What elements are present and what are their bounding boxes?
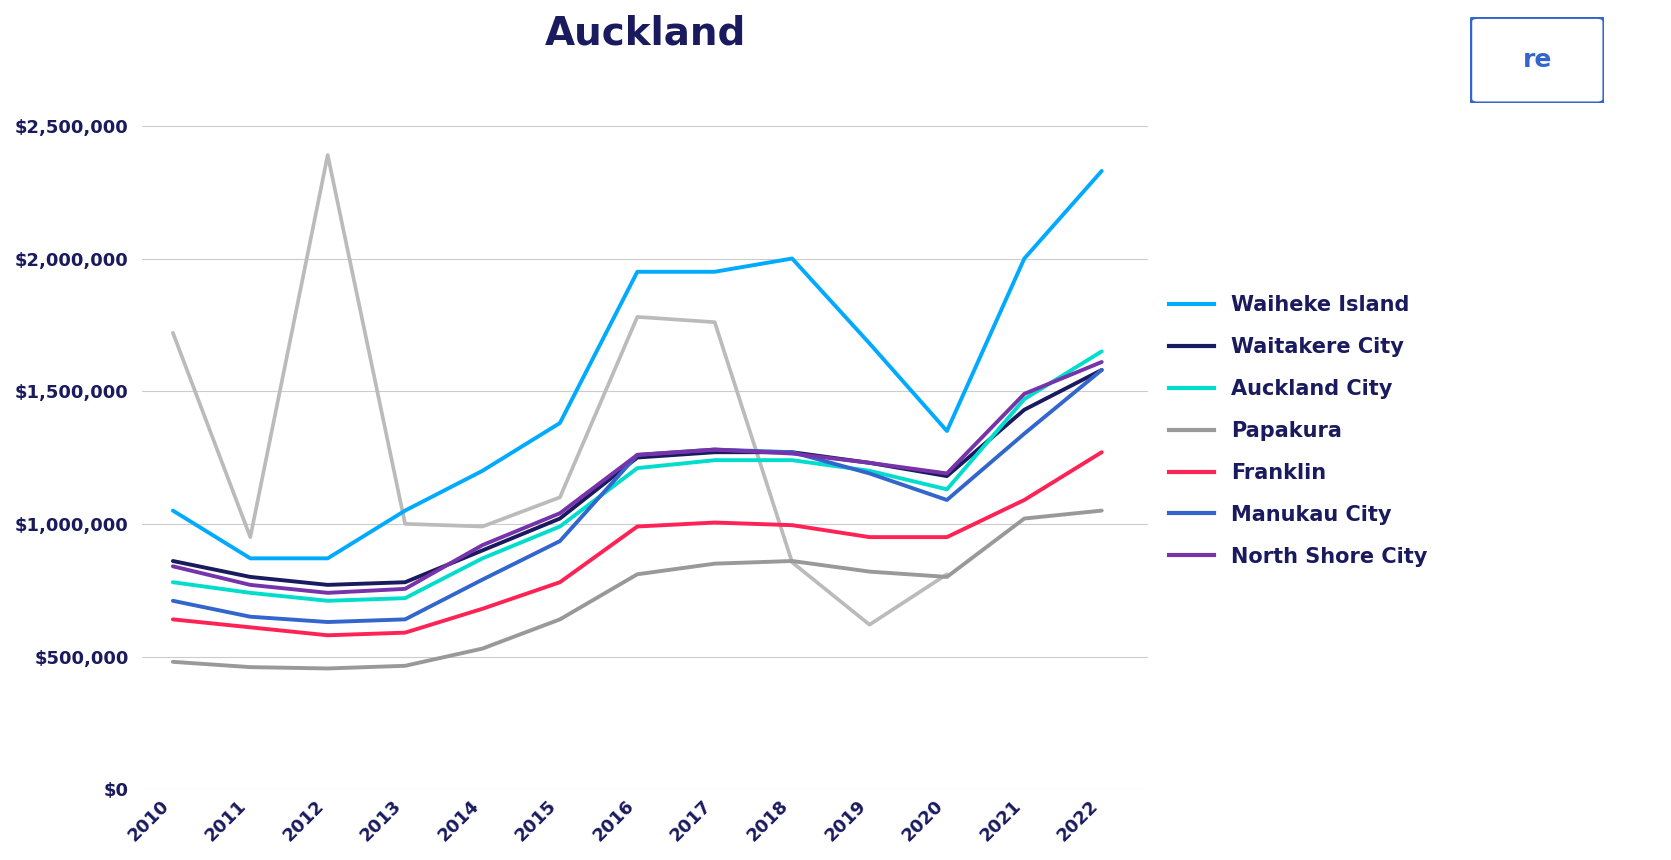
Legend: Waiheke Island, Waitakere City, Auckland City, Papakura, Franklin, Manukau City,: Waiheke Island, Waitakere City, Auckland… [1168,295,1427,567]
Text: re: re [1522,48,1552,72]
Title: Auckland: Auckland [545,15,745,53]
FancyBboxPatch shape [1470,17,1604,103]
